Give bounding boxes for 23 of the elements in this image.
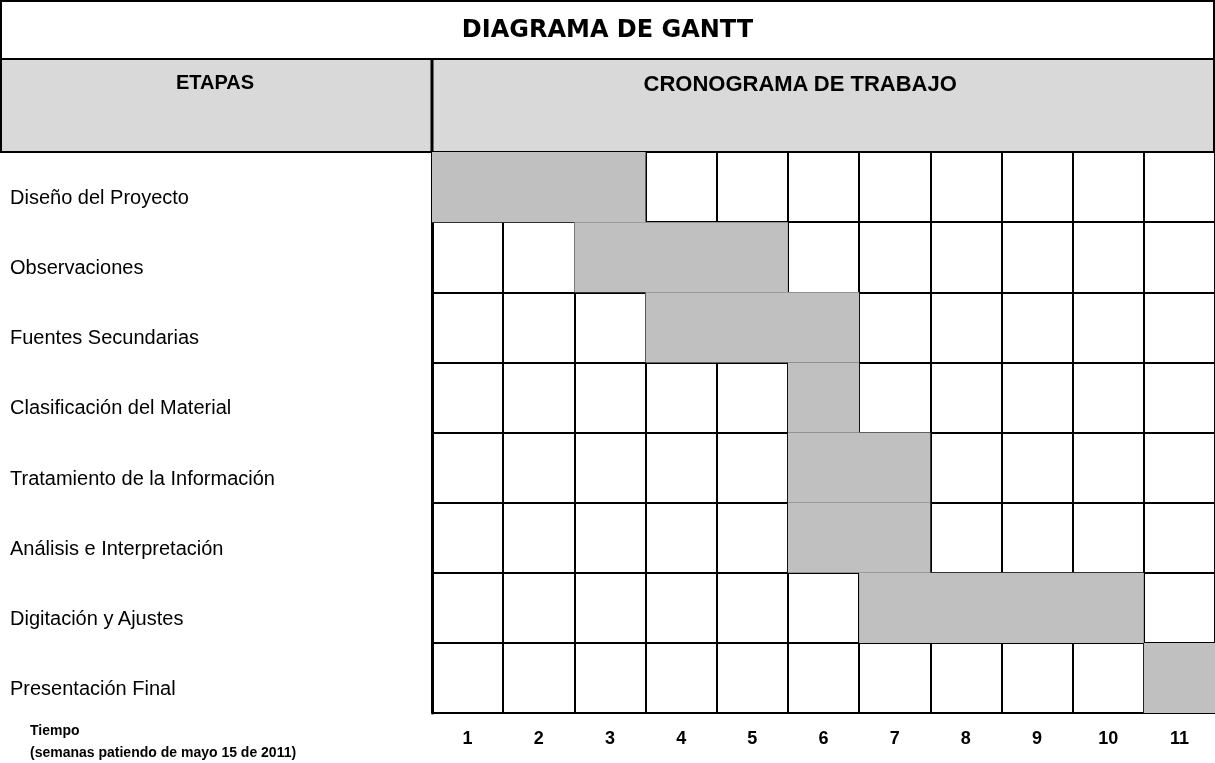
- y-axis-title: ETAPAS: [176, 71, 255, 93]
- x-tick-label: 2: [533, 728, 544, 748]
- x-tick-label: 4: [676, 728, 687, 748]
- x-axis-title: Tiempo (semanas patiendo de mayo 15 de 2011): [30, 722, 297, 760]
- x-tick-label: 1: [462, 728, 473, 748]
- x-tick-label: 11: [1169, 728, 1189, 748]
- x-tick-label: 5: [747, 728, 758, 748]
- x-tick-label: 3: [604, 728, 615, 748]
- y-tick-label: Clasificación del Material: [10, 396, 232, 419]
- x-tick-label: 10: [1098, 728, 1119, 748]
- y-tick-label: Presentación Final: [10, 676, 176, 699]
- y-tick-label: Observaciones: [10, 256, 144, 279]
- x-tick-label: 9: [1032, 728, 1043, 748]
- y-tick-label: Fuentes Secundarias: [10, 326, 200, 349]
- x-tick-label: 6: [818, 728, 829, 748]
- y-tick-label: Tratamiento de la Información: [10, 466, 275, 489]
- y-tick-label: Digitación y Ajustes: [10, 606, 184, 629]
- y-tick-label: Análisis e Interpretación: [10, 536, 224, 559]
- x-tick-label: 8: [960, 728, 971, 748]
- y-tick-label: Diseño del Proyecto: [10, 186, 189, 209]
- x-tick-label: 7: [889, 728, 900, 748]
- chart-subtitle: CRONOGRAMA DE TRABAJO: [643, 70, 957, 96]
- chart-title: DIAGRAMA DE GANTT: [461, 15, 754, 43]
